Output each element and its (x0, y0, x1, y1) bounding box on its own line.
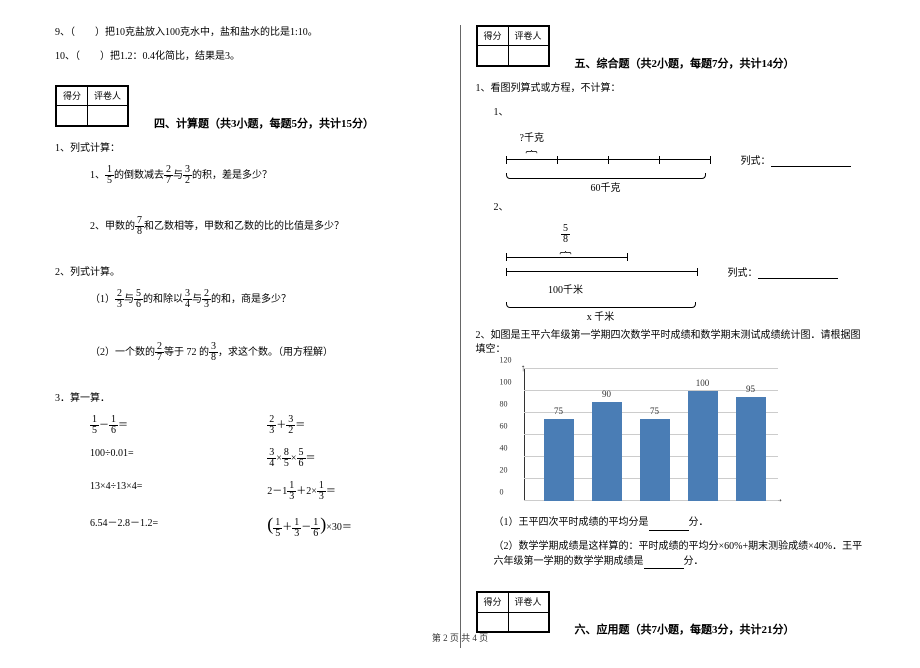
eq-row-3: 13×4÷13×4= 2－113＋2×13＝ (55, 481, 445, 502)
q10: 10、（ ）把1.2：0.4化简比，结果是3。 (55, 49, 445, 65)
diagram-1: ?千克 ︷ 列式： 60千克 (506, 129, 866, 194)
left-column: 9、（ ）把10克盐放入100克水中，盐和盐水的比是1:10。 10、（ ）把1… (40, 25, 461, 648)
eq-row-2: 100÷0.01= 34×85×56＝ (55, 448, 445, 469)
p3: 3．算一算． (55, 391, 445, 407)
p1-2: 2、甲数的78和乙数相等，甲数和乙数的比的比值是多少？ (55, 216, 445, 237)
section-5-title: 五、综合题（共2小题，每题7分，共计14分） (575, 56, 795, 74)
eq-row-4: 6.54－2.8－1.2= (15＋13－16)×30＝ (55, 514, 445, 538)
p2-2: （2）一个数的27等于 72 的38，求这个数。（用方程解） (55, 342, 445, 363)
section-4-title: 四、计算题（共3小题，每题5分，共计15分） (154, 116, 374, 134)
d1-label: 1、 (476, 105, 866, 121)
page: 9、（ ）把10克盐放入100克水中，盐和盐水的比是1:10。 10、（ ）把1… (0, 0, 920, 668)
section-4-header: 得分评卷人 四、计算题（共3小题，每题5分，共计15分） (55, 85, 445, 133)
q9: 9、（ ）把10克盐放入100克水中，盐和盐水的比是1:10。 (55, 25, 445, 41)
p1: 1、列式计算： (55, 141, 445, 157)
score-box: 得分评卷人 (476, 591, 550, 633)
diagram-2: 58 ︷ 列式： 100千米 x 千米 (506, 224, 866, 323)
eq-row-1: 15－16＝ 23＋32＝ (55, 415, 445, 436)
r-p2: 2、如图是王平六年级第一学期四次数学平时成绩和数学期末测试成绩统计图．请根据图填… (476, 329, 866, 357)
p2-1: （1）23与56的和除以34与23的和，商是多少？ (55, 289, 445, 310)
r-p2-2: （2）数学学期成绩是这样算的：平时成绩的平均分×60%+期末测验成绩×40%．王… (476, 539, 866, 569)
r-p2-1: （1）王平四次平时成绩的平均分是分． (476, 515, 866, 531)
page-footer: 第 2 页 共 4 页 (0, 631, 920, 644)
r-p1: 1、看图列算式或方程，不计算： (476, 81, 866, 97)
score-chart: ↑ → 02040608010012075907510095 (496, 365, 786, 515)
d2-label: 2、 (476, 200, 866, 216)
p2: 2、列式计算。 (55, 265, 445, 281)
section-5-header: 得分评卷人 五、综合题（共2小题，每题7分，共计14分） (476, 25, 866, 73)
right-column: 得分评卷人 五、综合题（共2小题，每题7分，共计14分） 1、看图列算式或方程，… (461, 25, 881, 648)
score-box: 得分评卷人 (476, 25, 550, 67)
score-box: 得分评卷人 (55, 85, 129, 127)
p1-1: 1、15的倒数减去27与32的积，差是多少？ (55, 165, 445, 186)
